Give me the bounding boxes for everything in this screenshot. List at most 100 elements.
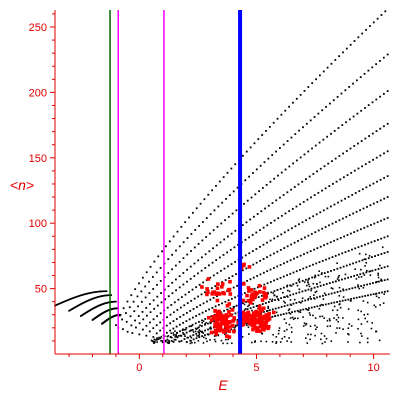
black-point [292,302,295,305]
black-point [145,271,148,274]
black-point [138,322,141,325]
red-point [260,323,265,327]
black-point [365,186,368,189]
black-point [276,289,279,291]
red-point [227,319,231,324]
black-point [287,309,290,312]
black-point [271,341,274,343]
black-point [173,338,176,341]
black-point [138,282,140,285]
black-point [344,277,346,280]
black-point [175,278,177,281]
black-point [366,313,369,316]
x-tick-label: 0 [136,362,142,374]
x-ticks: 0 5 10 [68,354,380,374]
black-point [182,321,185,324]
black-point [366,301,369,304]
black-point [298,310,300,313]
black-point [170,332,173,334]
black-point [280,297,282,300]
black-point [202,302,205,305]
black-point [331,287,334,290]
black-point [213,320,215,323]
black-point [158,336,160,339]
black-point [299,203,302,206]
black-point [201,331,203,333]
black-point [276,235,279,238]
red-point [249,320,253,325]
black-point [319,304,322,307]
black-point [199,330,202,333]
black-point [371,256,373,259]
black-point [213,338,216,341]
black-point [286,274,288,277]
black-point [278,329,280,332]
black-point [313,276,316,279]
black-point [259,164,262,167]
black-point [186,280,188,283]
black-point [359,209,361,212]
black-point [195,207,198,210]
black-point [320,273,323,276]
black-point [185,341,188,343]
black-point [286,285,288,288]
black-point [267,307,270,310]
black-point [306,198,309,201]
black-point [142,318,145,321]
black-point [224,300,227,303]
black-point [234,312,237,315]
black-point [279,287,282,290]
black-point [309,314,311,316]
black-point [308,312,311,314]
black-point [259,229,261,231]
black-point [225,332,227,334]
black-point [378,339,381,342]
black-point [175,249,177,252]
black-point [178,245,181,248]
black-point [91,291,94,294]
black-point [316,247,319,250]
black-point [330,62,333,65]
black-point [318,270,320,272]
black-point [234,326,236,329]
black-point [93,291,96,293]
black-point [308,307,310,310]
black-point [379,199,382,202]
black-point [350,298,353,300]
black-point [370,241,373,244]
black-point [328,257,331,260]
red-point [220,282,225,286]
black-point [306,284,308,287]
black-point [174,264,177,267]
black-point [230,167,233,170]
black-point [374,281,377,284]
black-point [325,105,327,108]
black-point [171,340,174,343]
red-point [215,318,219,322]
black-point [182,331,184,334]
black-point [375,98,378,101]
black-point [90,291,92,294]
black-point [312,173,315,175]
black-point [256,213,259,215]
black-point [328,185,331,188]
black-point [293,186,296,188]
black-point [383,252,386,254]
black-point [280,306,283,308]
black-point [204,310,207,312]
black-point [308,265,311,267]
red-point [253,291,258,295]
black-point [295,97,298,100]
black-point [275,199,278,202]
black-point [304,289,307,292]
black-point [297,183,300,186]
black-point [160,301,163,304]
black-point [286,245,289,248]
black-point [359,273,362,276]
black-point [252,263,255,266]
black-point [383,290,386,293]
black-point [320,332,323,335]
black-point [191,288,194,291]
black-point [303,253,305,256]
black-point [255,168,258,171]
